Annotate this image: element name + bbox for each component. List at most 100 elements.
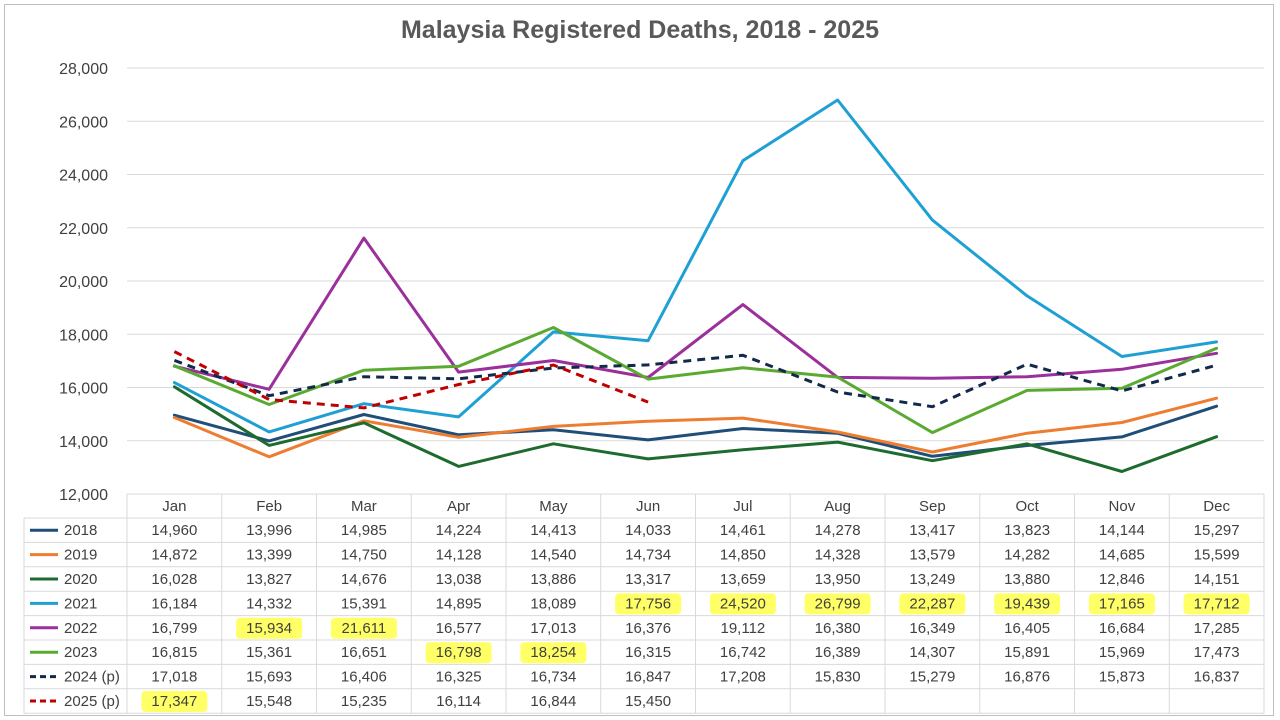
- data-label: 15,830: [815, 669, 861, 686]
- data-label: 19,112: [720, 620, 765, 637]
- series-name: 2025 (p): [64, 693, 120, 710]
- data-label: 17,285: [1194, 620, 1240, 637]
- data-label: 16,734: [530, 669, 576, 686]
- category-label: Nov: [1109, 498, 1136, 515]
- cell-highlight: [330, 617, 397, 639]
- data-label: 13,950: [815, 571, 861, 588]
- data-label: 15,891: [1004, 644, 1050, 661]
- data-label: 13,996: [246, 522, 292, 539]
- data-label: 14,128: [436, 547, 482, 564]
- series-line: [172, 385, 1219, 473]
- series-line: [172, 98, 1219, 434]
- data-label: 14,985: [341, 522, 387, 539]
- category-label: Jul: [733, 498, 752, 515]
- series-name: 2020: [64, 571, 97, 588]
- cell-highlight: [804, 593, 871, 615]
- cell-highlight: [899, 593, 966, 615]
- data-label: 24,520: [720, 595, 766, 612]
- data-label: 14,685: [1099, 547, 1145, 564]
- data-label: 16,577: [436, 620, 482, 637]
- cell-highlight: [615, 593, 682, 615]
- data-label: 14,750: [341, 547, 387, 564]
- cell-highlight: [236, 617, 303, 639]
- data-label: 15,934: [246, 620, 292, 637]
- data-table: Jan Feb Mar Apr May Jun Jul Aug Sep Oct Nov Dec 2018…: [23, 493, 1265, 714]
- category-label: Feb: [256, 498, 282, 515]
- y-tick-label: 26,000: [59, 114, 108, 131]
- data-label: 14,895: [436, 595, 482, 612]
- data-label: 16,798: [436, 644, 482, 661]
- data-label: 16,684: [1099, 620, 1145, 637]
- data-label: 13,823: [1004, 522, 1050, 539]
- data-label: 15,279: [909, 669, 955, 686]
- data-label: 14,144: [1099, 522, 1145, 539]
- data-label: 14,224: [436, 522, 482, 539]
- data-label: 15,599: [1194, 547, 1240, 564]
- y-tick-label: 28,000: [59, 61, 108, 78]
- y-tick-label: 12,000: [59, 487, 108, 504]
- cell-highlight: [1183, 593, 1250, 615]
- cell-highlight: [1088, 593, 1155, 615]
- y-tick-label: 14,000: [59, 434, 108, 451]
- data-label: 15,297: [1194, 522, 1240, 539]
- category-label: Jan: [162, 498, 186, 515]
- data-label: 16,380: [815, 620, 861, 637]
- data-label: 16,742: [720, 644, 766, 661]
- data-label: 16,184: [151, 595, 197, 612]
- data-label: 14,151: [1194, 571, 1240, 588]
- cell-highlight: [425, 642, 492, 664]
- data-label: 17,013: [530, 620, 576, 637]
- data-label: 17,018: [151, 669, 197, 686]
- data-table-highlights: [141, 593, 1250, 712]
- data-label: 16,376: [625, 620, 671, 637]
- data-label: 13,038: [436, 571, 482, 588]
- data-label: 13,317: [625, 571, 671, 588]
- data-label: 16,651: [341, 644, 387, 661]
- category-label: Mar: [351, 498, 377, 515]
- data-label: 16,028: [151, 571, 197, 588]
- data-label: 16,325: [436, 669, 482, 686]
- data-label: 17,712: [1194, 595, 1240, 612]
- data-label: 15,391: [341, 595, 387, 612]
- data-label: 16,815: [151, 644, 197, 661]
- data-label: 13,249: [909, 571, 955, 588]
- data-label: 15,235: [341, 693, 387, 710]
- y-tick-label: 22,000: [59, 221, 108, 238]
- data-label: 16,876: [1004, 669, 1050, 686]
- data-label: 13,579: [909, 547, 955, 564]
- data-label: 22,287: [909, 595, 955, 612]
- category-label: Aug: [824, 498, 851, 515]
- series-name: 2023: [64, 644, 97, 661]
- data-label: 16,405: [1004, 620, 1050, 637]
- data-label: 14,307: [909, 644, 955, 661]
- data-label: 16,389: [815, 644, 861, 661]
- category-label: Dec: [1203, 498, 1230, 515]
- data-label: 15,873: [1099, 669, 1145, 686]
- data-label: 14,872: [151, 547, 197, 564]
- chart-title: Malaysia Registered Deaths, 2018 - 2025: [400, 16, 880, 44]
- cell-highlight: [520, 642, 587, 664]
- cell-highlight: [709, 593, 776, 615]
- data-label: 16,406: [341, 669, 387, 686]
- data-label: 16,844: [530, 693, 576, 710]
- data-label: 19,439: [1004, 595, 1050, 612]
- data-label: 14,960: [151, 522, 197, 539]
- y-tick-label: 20,000: [59, 274, 108, 291]
- series-name: 2021: [64, 595, 97, 612]
- data-label: 17,756: [625, 595, 671, 612]
- data-label: 13,417: [909, 522, 955, 539]
- data-label: 14,734: [625, 547, 671, 564]
- data-label: 15,450: [625, 693, 671, 710]
- data-label: 14,278: [815, 522, 861, 539]
- data-label: 14,413: [530, 522, 576, 539]
- data-label: 13,399: [246, 547, 292, 564]
- y-axis-ticks: 12,000 14,000 16,000 18,000 20,000 22,000 24,0…: [59, 61, 108, 504]
- cell-highlight: [141, 691, 208, 712]
- gridlines: [127, 67, 1264, 442]
- data-label: 14,540: [530, 547, 576, 564]
- y-tick-label: 18,000: [59, 327, 108, 344]
- chart-frame: [4, 4, 1274, 716]
- data-label: 26,799: [815, 595, 861, 612]
- data-label: 14,676: [341, 571, 387, 588]
